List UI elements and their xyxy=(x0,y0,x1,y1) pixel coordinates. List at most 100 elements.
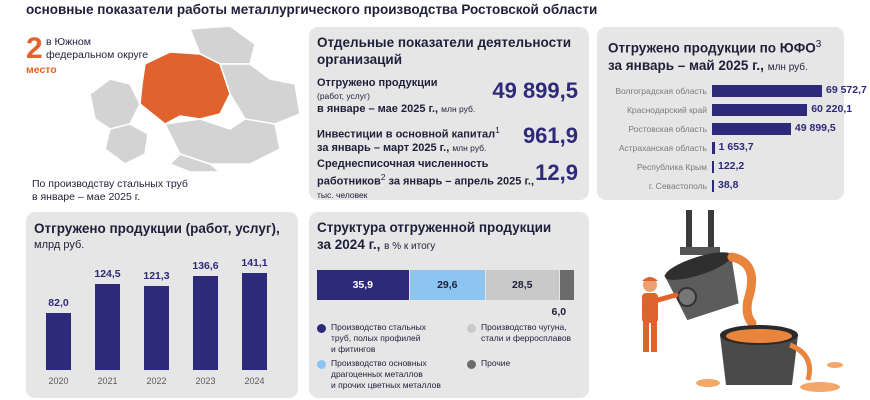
shipped-year-label: 2021 xyxy=(97,376,118,386)
crane-hook-icon xyxy=(680,210,720,255)
indicator-staff-unit: тыс. человек xyxy=(317,189,368,200)
indicator-shipped-l1: Отгружено продукции xyxy=(317,77,438,89)
crucible-icon xyxy=(696,325,843,392)
ufo-category-label: г. Севастополь xyxy=(648,181,707,191)
indicator-investment-label: Инвестиции в основной капитал1 за январь… xyxy=(317,124,500,155)
ufo-title-line2: за январь – май 2025 г., xyxy=(608,57,764,73)
map-region-south-west xyxy=(104,123,149,165)
ufo-unit: млн руб. xyxy=(767,61,808,73)
ufo-value-label: 49 899,5 xyxy=(794,122,836,134)
indicator-investment-l2: за январь – март 2025 г., xyxy=(317,141,450,154)
indicator-staff-l1: Среднесписочная численность xyxy=(317,158,489,170)
map-region-west xyxy=(89,78,141,130)
ufo-value-label: 1 653,7 xyxy=(718,141,754,153)
ufo-bar xyxy=(712,180,714,192)
ufo-title: Отгружено продукции по ЮФО3 за январь – … xyxy=(608,36,821,76)
shipped-year-label: 2022 xyxy=(146,376,167,386)
legend-pipes-l2: труб, полых профилей xyxy=(331,333,421,343)
shipped-value-label: 82,0 xyxy=(48,297,69,310)
structure-card xyxy=(309,212,589,398)
shipped-value-label: 124,5 xyxy=(94,268,121,281)
ufo-category-label: Ростовская область xyxy=(628,124,707,134)
shipped-bar xyxy=(193,275,218,370)
ufo-value-label: 69 572,7 xyxy=(826,84,867,96)
ufo-bar xyxy=(712,123,791,135)
ufo-category-label: Волгоградская область xyxy=(615,86,707,96)
shipped-bar xyxy=(46,313,71,370)
worker-icon xyxy=(642,277,679,352)
rank-text: в Южном федеральном округе xyxy=(46,36,148,62)
indicator-shipped-label: Отгружено продукции (работ, услуг) в янв… xyxy=(317,77,475,116)
map-region-rostov xyxy=(139,51,231,125)
indicators-title-line1: Отдельные показатели деятельности xyxy=(317,35,572,50)
pipes-note-line1: По производству стальных труб xyxy=(32,178,188,190)
rank-number: 2 xyxy=(26,32,43,65)
legend-pipes-l1: Производство стальных xyxy=(331,322,426,332)
legend-dot-precious xyxy=(317,360,326,369)
legend-item-other: Прочие xyxy=(467,358,587,369)
indicator-investment-value: 961,9 xyxy=(522,123,578,148)
ufo-category-label: Республика Крым xyxy=(636,162,707,172)
shipped-year-label: 2023 xyxy=(195,376,216,386)
indicator-shipped-l3: в январе – мае 2025 г., xyxy=(317,103,439,115)
indicator-staff-sup: 2 xyxy=(380,172,386,182)
ufo-bar xyxy=(712,85,822,97)
indicator-investment-unit: млн руб. xyxy=(452,142,487,153)
ufo-bar xyxy=(712,142,715,154)
structure-unit: в % к итогу xyxy=(384,241,436,252)
structure-segment-label: 6,0 xyxy=(551,306,567,318)
legend-dot-other xyxy=(467,360,476,369)
indicator-staff-value: 12,9 xyxy=(535,160,578,185)
ufo-title-line1: Отгружено продукции по ЮФО xyxy=(608,40,816,56)
shipped-year-label: 2020 xyxy=(48,376,69,386)
ladle-icon xyxy=(664,252,757,328)
shipped-title: Отгружено продукции (работ, услуг), млрд… xyxy=(34,220,280,254)
pipes-note: По производству стальных труб в январе –… xyxy=(32,178,188,204)
ufo-value-label: 38,8 xyxy=(718,179,739,191)
legend-other-l1: Прочие xyxy=(481,358,511,368)
map-region-east xyxy=(218,63,301,125)
legend-item-iron: Производство чугуна, стали и ферросплаво… xyxy=(467,322,587,344)
ufo-title-sup: 3 xyxy=(815,39,822,50)
structure-title-line1: Структура отгруженной продукции xyxy=(317,220,552,235)
indicator-staff-label: Среднесписочная численность работников2 … xyxy=(317,158,534,202)
ufo-category-label: Астраханская область xyxy=(618,143,707,153)
shipped-bar xyxy=(144,286,169,370)
legend-precious-l3: и прочих цветных металлов xyxy=(331,380,441,390)
indicator-investment-sup: 1 xyxy=(495,125,500,135)
page-title: основные показатели работы металлургичес… xyxy=(26,2,598,17)
indicator-shipped-value: 49 899,5 xyxy=(492,78,578,103)
structure-title-line2: за 2024 г., xyxy=(317,237,381,252)
shipped-value-label: 121,3 xyxy=(143,270,170,283)
legend-item-pipes: Производство стальных труб, полых профил… xyxy=(317,322,467,355)
shipped-title-line2: млрд руб. xyxy=(34,239,85,251)
shipped-value-label: 136,6 xyxy=(192,259,219,272)
pipes-note-line2: в январе – мае 2025 г. xyxy=(32,191,141,203)
rank-place: место xyxy=(26,64,57,76)
ufo-value-label: 122,2 xyxy=(718,160,745,172)
legend-pipes-l3: и фитингов xyxy=(331,344,376,354)
indicator-staff-l2a: работников xyxy=(317,175,381,188)
shipped-bar xyxy=(95,284,120,370)
indicator-staff-l2b: за январь – апрель 2025 г., xyxy=(385,175,535,188)
indicator-investment-l1: Инвестиции в основной капитал xyxy=(317,128,496,141)
map-region-far-south xyxy=(168,153,223,173)
legend-item-precious: Производство основных драгоценных металл… xyxy=(317,358,477,391)
legend-precious-l2: драгоценных металлов xyxy=(331,369,423,379)
ufo-category-label: Краснодарский край xyxy=(626,105,707,115)
legend-iron-l2: стали и ферросплавов xyxy=(481,333,572,343)
structure-segment: 28,5 xyxy=(485,270,559,300)
structure-title: Структура отгруженной продукции за 2024 … xyxy=(317,219,551,255)
structure-segment: 29,6 xyxy=(409,270,485,300)
legend-iron-l1: Производство чугуна, xyxy=(481,322,567,332)
structure-segment: 35,9 xyxy=(317,270,409,300)
legend-precious-l1: Производство основных xyxy=(331,358,427,368)
metallurgy-illustration xyxy=(642,210,843,392)
ufo-value-label: 60 220,1 xyxy=(811,103,853,115)
indicator-shipped-unit: млн руб. xyxy=(441,104,476,114)
structure-segment xyxy=(559,270,574,300)
ufo-bar xyxy=(712,104,808,116)
rank-text-line1: в Южном xyxy=(46,36,91,48)
region-map xyxy=(89,25,301,173)
legend-dot-iron xyxy=(467,324,476,333)
